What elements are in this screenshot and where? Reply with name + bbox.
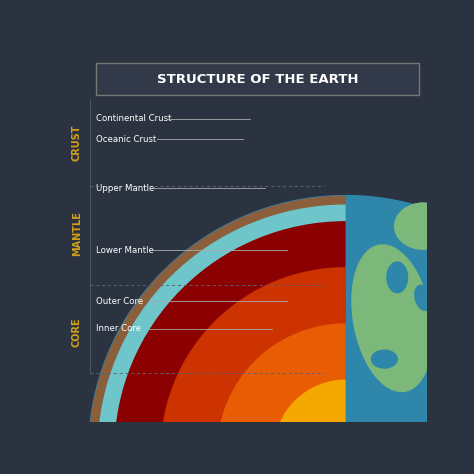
Text: STRUCTURE OF THE EARTH: STRUCTURE OF THE EARTH bbox=[157, 73, 358, 86]
Ellipse shape bbox=[395, 203, 451, 249]
FancyBboxPatch shape bbox=[96, 63, 419, 95]
Ellipse shape bbox=[415, 285, 431, 310]
Wedge shape bbox=[89, 196, 346, 451]
Wedge shape bbox=[346, 196, 474, 451]
Wedge shape bbox=[161, 267, 346, 451]
Ellipse shape bbox=[387, 262, 408, 292]
Text: Upper Mantle: Upper Mantle bbox=[96, 184, 155, 193]
Text: CRUST: CRUST bbox=[72, 124, 82, 161]
Text: MANTLE: MANTLE bbox=[72, 211, 82, 256]
Ellipse shape bbox=[395, 203, 451, 249]
Text: Inner Core: Inner Core bbox=[96, 324, 141, 333]
Ellipse shape bbox=[415, 285, 431, 310]
Text: Outer Core: Outer Core bbox=[96, 297, 143, 306]
Ellipse shape bbox=[372, 350, 397, 368]
Wedge shape bbox=[114, 221, 346, 451]
Wedge shape bbox=[76, 451, 346, 474]
Ellipse shape bbox=[352, 245, 432, 392]
Wedge shape bbox=[346, 451, 474, 474]
Text: Lower Mantle: Lower Mantle bbox=[96, 246, 154, 255]
Wedge shape bbox=[274, 380, 346, 451]
Ellipse shape bbox=[387, 262, 408, 292]
Text: Oceanic Crust: Oceanic Crust bbox=[96, 135, 156, 144]
Wedge shape bbox=[98, 204, 346, 451]
Polygon shape bbox=[89, 196, 474, 474]
Ellipse shape bbox=[372, 350, 397, 368]
Ellipse shape bbox=[352, 245, 432, 392]
Text: CORE: CORE bbox=[72, 318, 82, 347]
Wedge shape bbox=[346, 451, 474, 474]
Ellipse shape bbox=[444, 270, 464, 285]
Ellipse shape bbox=[444, 270, 464, 285]
Text: Continental Crust: Continental Crust bbox=[96, 114, 172, 123]
Wedge shape bbox=[217, 323, 346, 451]
